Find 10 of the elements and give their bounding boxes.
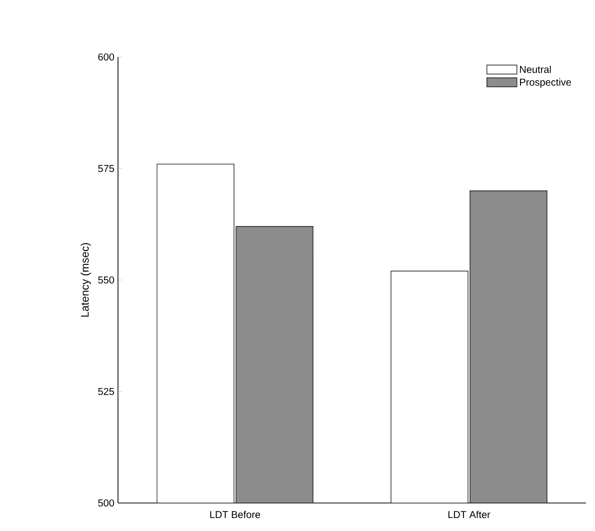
legend-label: Neutral [520,66,551,73]
x-tick-label: LDT After [448,510,490,518]
y-tick-label: 500 [98,499,114,507]
y-tick-label: 600 [98,53,114,61]
x-tick-label: LDT Before [210,510,260,518]
y-tick-label: 550 [98,276,114,284]
y-tick-label: 525 [98,388,114,396]
legend-label: Prospective [520,78,571,88]
y-axis-title: Latency (msec) [80,243,91,317]
y-tick-label: 575 [98,165,114,172]
